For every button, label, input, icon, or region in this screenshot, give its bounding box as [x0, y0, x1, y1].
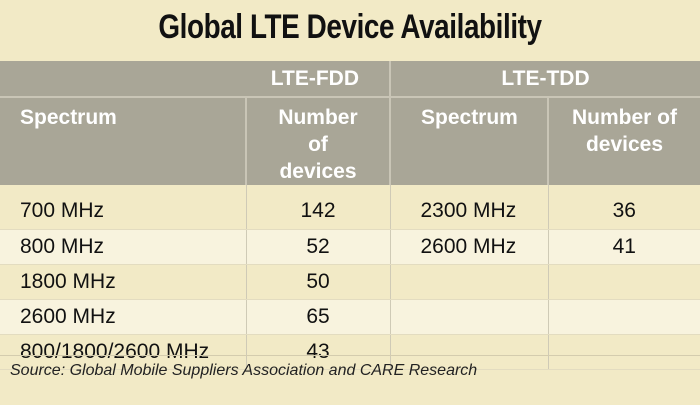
device-count-cell: 43 — [245, 334, 390, 370]
group-header-row: LTE-FDD LTE-TDD — [0, 61, 700, 98]
group-header-lte-tdd: LTE-TDD — [389, 61, 700, 98]
table-row: 1800 MHz 50 — [0, 264, 700, 300]
spectrum-cell: 1800 MHz — [0, 264, 246, 300]
device-count-cell: 65 — [245, 299, 390, 335]
table-row: 800 MHz 52 2600 MHz 41 — [0, 229, 700, 265]
device-count-cell — [547, 334, 700, 370]
spectrum-cell: 800/1800/2600 MHz — [0, 334, 246, 370]
group-header-lte-fdd: LTE-FDD — [0, 61, 390, 98]
column-header-row: Spectrum Number of devices Spectrum Numb… — [0, 97, 700, 185]
device-count-cell: 36 — [547, 185, 700, 230]
device-count-cell: 50 — [245, 264, 390, 300]
device-count-cell — [547, 264, 700, 300]
chart-title: Global LTE Device Availability — [158, 8, 542, 46]
column-header: Number of devices — [547, 97, 700, 185]
table-row: 700 MHz 142 2300 MHz 36 — [0, 185, 700, 230]
column-header: Number of devices — [245, 97, 390, 185]
device-count-cell — [547, 299, 700, 335]
source-note: Source: Global Mobile Suppliers Associat… — [10, 362, 478, 379]
column-header: Spectrum — [389, 97, 548, 185]
spectrum-cell: 2300 MHz — [389, 185, 548, 230]
column-header: Spectrum — [0, 97, 246, 185]
divider — [0, 355, 700, 356]
spectrum-cell: 2600 MHz — [0, 299, 246, 335]
table-row: 800/1800/2600 MHz 43 — [0, 334, 700, 370]
spectrum-cell: 2600 MHz — [389, 229, 548, 265]
spectrum-cell — [389, 334, 548, 370]
device-count-cell: 52 — [245, 229, 390, 265]
table-row: 2600 MHz 65 — [0, 299, 700, 335]
spectrum-cell: 700 MHz — [0, 185, 246, 230]
lte-device-table: LTE-FDD LTE-TDD Spectrum Number of devic… — [0, 61, 700, 370]
device-count-cell: 41 — [547, 229, 700, 265]
spectrum-cell — [389, 299, 548, 335]
spectrum-cell — [389, 264, 548, 300]
spectrum-cell: 800 MHz — [0, 229, 246, 265]
device-count-cell: 142 — [245, 185, 390, 230]
